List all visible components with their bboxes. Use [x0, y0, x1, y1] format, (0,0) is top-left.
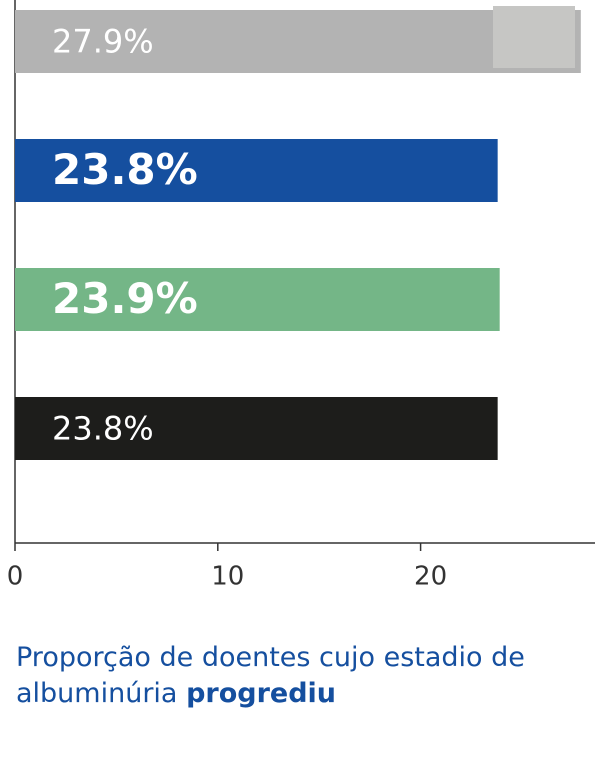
x-tick-label: 0 — [7, 562, 24, 592]
value-label: 27.9% — [52, 23, 154, 61]
caption-text: Proporção de doentes cujo estadio de alb… — [16, 642, 525, 709]
bar — [15, 139, 498, 202]
x-tick-label: 20 — [414, 562, 447, 592]
value-label: 23.8% — [52, 145, 198, 194]
x-tick-label: 10 — [211, 562, 244, 592]
caption-bold: progrediu — [186, 678, 337, 709]
bar — [15, 268, 500, 331]
bar-highlight — [493, 6, 575, 68]
bar — [15, 10, 581, 73]
value-label: 23.8% — [52, 410, 154, 448]
caption: Proporção de doentes cujo estadio de alb… — [16, 640, 556, 712]
chart: 0 10 20 27.9% 23.8% 23.9% 23.8% — [7, 0, 595, 592]
value-label: 23.9% — [52, 274, 198, 323]
bar — [15, 397, 498, 460]
